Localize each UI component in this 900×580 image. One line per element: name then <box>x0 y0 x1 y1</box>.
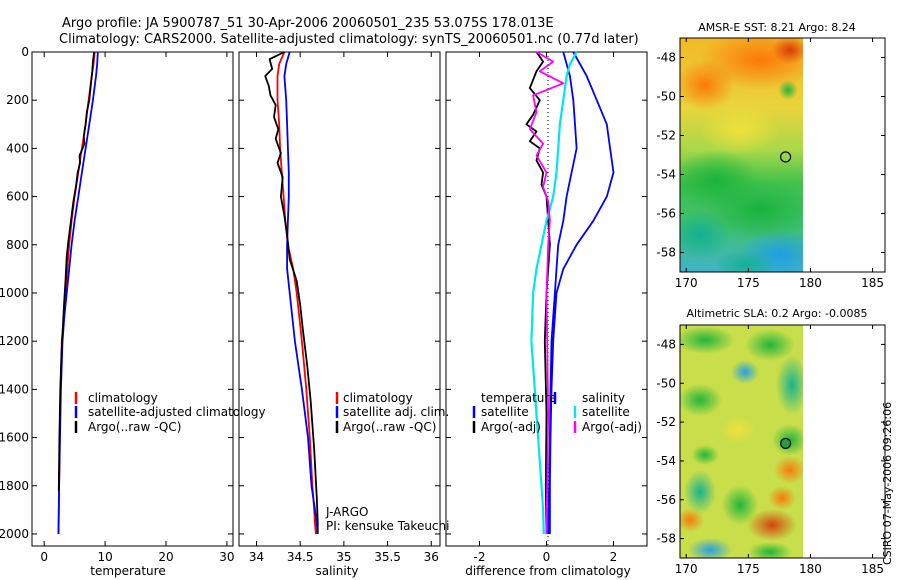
sst-map-frame <box>679 37 886 273</box>
y-tick-label: 1800 <box>0 479 29 493</box>
map-y-tick-label: -56 <box>656 493 676 507</box>
figure-title-line-1: Argo profile: JA 5900787_51 30-Apr-2006 … <box>62 16 554 31</box>
temperature-legend: climatology satellite-adjusted climatolo… <box>74 391 266 434</box>
legend-sal-argo-diff: Argo(-adj) <box>582 420 642 434</box>
sst-map-axes: 170 175 180 185 -48 -50 -52 -54 -56 -58 <box>656 38 885 290</box>
map-y-tick-label: -54 <box>656 454 676 468</box>
map-y-tick-label: -54 <box>656 168 676 182</box>
series-line-argo-raw-qc- <box>57 51 95 491</box>
difference-xlabel: difference from climatology <box>465 564 631 578</box>
map-x-tick-label: 180 <box>799 562 822 576</box>
x-tick-label: 35 <box>336 550 351 564</box>
map-x-tick-label: 175 <box>737 562 760 576</box>
legend-climatology: climatology <box>88 391 158 405</box>
legend-temp-satellite: satellite <box>481 405 529 419</box>
map-y-tick-label: -50 <box>656 376 676 390</box>
map-x-tick-label: 185 <box>861 276 884 290</box>
x-tick-label: 30 <box>219 550 234 564</box>
x-tick-label: 20 <box>158 550 173 564</box>
legend-temp-argo: Argo(-adj) <box>481 420 541 434</box>
map-x-tick-label: 175 <box>737 276 760 290</box>
y-tick-label: 1000 <box>0 286 29 300</box>
x-tick-label: 34.5 <box>287 550 314 564</box>
sla-map-frame <box>679 324 886 559</box>
y-tick-label: 800 <box>6 238 29 252</box>
y-tick-label: 600 <box>6 190 29 204</box>
series-line-temperature-satellite <box>547 51 578 535</box>
series-line-salinity-satellite-diff <box>530 51 578 535</box>
y-tick-label: 1400 <box>0 382 29 396</box>
x-tick-label: 36 <box>424 550 439 564</box>
pi-label: PI: kensuke Takeuchi <box>326 519 449 533</box>
temperature-series <box>57 51 99 535</box>
legend-sal-climatology: climatology <box>343 391 413 405</box>
footer-stamp: CSIRO 07-May-2006 09:26:06 <box>881 402 894 565</box>
y-tick-label: 2000 <box>0 527 29 541</box>
legend-header-salinity: salinity <box>582 391 625 405</box>
map-x-tick-label: 185 <box>861 562 884 576</box>
x-tick-label: -2 <box>474 550 486 564</box>
sla-map-axes: 170 175 180 185 -48 -50 -52 -54 -56 -58 <box>656 325 885 576</box>
sla-map-title: Altimetric SLA: 0.2 Argo: -0.0085 <box>687 307 868 320</box>
figure-title-line-2: Climatology: CARS2000. Satellite-adjuste… <box>59 32 639 47</box>
map-y-tick-label: -58 <box>656 532 676 546</box>
x-tick-label: 10 <box>97 550 112 564</box>
map-y-tick-label: -50 <box>656 90 676 104</box>
x-tick-label: 35.5 <box>374 550 401 564</box>
salinity-xlabel: salinity <box>315 564 358 578</box>
map-y-tick-label: -56 <box>656 207 676 221</box>
map-x-tick-label: 170 <box>675 562 698 576</box>
legend-sal-satellite: satellite adj. clim. <box>343 405 449 419</box>
difference-x-axis: -2 0 2 <box>446 51 647 564</box>
legend-header-temperature: temperature <box>481 391 556 405</box>
legend-argo: Argo(..raw -QC) <box>88 420 181 434</box>
difference-legend: temperature salinity satellite Argo(-adj… <box>472 391 642 434</box>
sst-argo-location-marker <box>780 151 792 163</box>
temperature-panel-frame <box>31 51 234 547</box>
salinity-legend: climatology satellite adj. clim. Argo(..… <box>335 391 449 434</box>
salinity-panel-frame <box>238 51 441 547</box>
map-y-tick-label: -52 <box>656 129 676 143</box>
salinity-series <box>264 51 319 535</box>
legend-satellite-adjusted: satellite-adjusted climatology <box>88 405 266 419</box>
legend-sal-sat-diff: satellite <box>582 405 630 419</box>
y-tick-label: 1600 <box>0 431 29 445</box>
sst-map-title: AMSR-E SST: 8.21 Argo: 8.24 <box>698 21 856 34</box>
y-tick-label: 400 <box>6 141 29 155</box>
sla-argo-location-marker <box>780 437 792 450</box>
legend-sal-argo: Argo(..raw -QC) <box>343 420 436 434</box>
series-line-salinity-argo-adj- <box>528 51 565 535</box>
x-tick-label: 0 <box>543 550 551 564</box>
jargo-label: J-ARGO <box>325 505 368 519</box>
series-line-salinity-satellite <box>549 51 615 534</box>
depth-axis: 0 200 400 600 800 1000 1200 1400 1600 1800 2000 <box>0 45 29 541</box>
difference-series <box>525 51 615 535</box>
series-line-satellite-adj-clim- <box>283 51 319 535</box>
series-line-argo-raw-qc- <box>264 51 319 534</box>
salinity-x-axis: 34 34.5 35 35.5 36 <box>239 51 440 564</box>
sst-map-image <box>680 38 803 272</box>
x-tick-label: 34 <box>249 550 264 564</box>
map-y-tick-label: -52 <box>656 415 676 429</box>
map-y-tick-label: -58 <box>656 246 676 260</box>
temperature-x-axis: 0 10 20 30 <box>32 51 235 564</box>
map-x-tick-label: 180 <box>799 276 822 290</box>
map-x-tick-label: 170 <box>675 276 698 290</box>
x-tick-label: 0 <box>40 550 48 564</box>
temperature-xlabel: temperature <box>90 564 165 578</box>
map-y-tick-label: -48 <box>656 51 676 65</box>
map-y-tick-label: -48 <box>656 337 676 351</box>
y-tick-label: 200 <box>6 93 29 107</box>
x-tick-label: 2 <box>610 550 618 564</box>
y-tick-label: 0 <box>21 45 29 59</box>
y-tick-label: 1200 <box>0 334 29 348</box>
